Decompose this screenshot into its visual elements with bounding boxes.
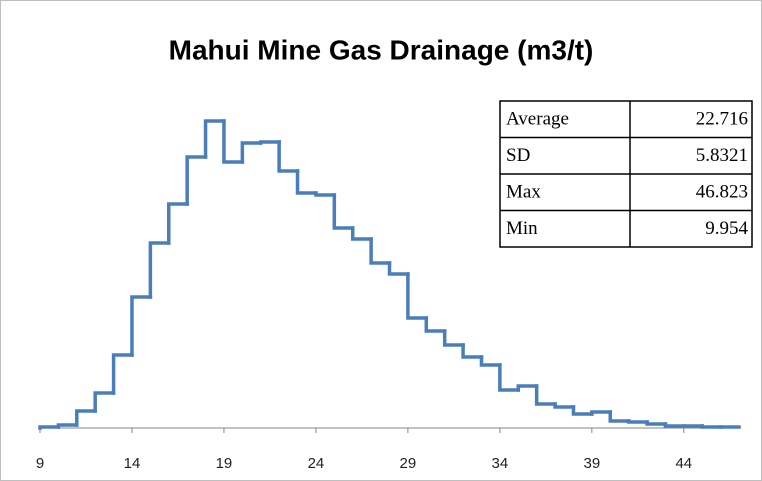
histogram-step (111, 353, 134, 395)
x-tick-label: 29 (400, 455, 417, 472)
table-value: 22.716 (696, 109, 748, 130)
histogram-step (406, 272, 429, 320)
histogram-step (258, 140, 281, 145)
histogram-step (553, 402, 576, 409)
chart-title: Mahui Mine Gas Drainage (m3/t) (169, 34, 594, 65)
x-tick-label: 24 (308, 455, 325, 472)
histogram-step (38, 425, 61, 430)
histogram-step (148, 241, 171, 299)
histogram-step (424, 316, 447, 333)
histogram-step (277, 140, 300, 173)
histogram-step (56, 423, 79, 429)
histogram-step (461, 343, 484, 359)
histogram-step (663, 422, 686, 428)
histogram-step (534, 384, 557, 406)
x-tick-label: 34 (492, 455, 509, 472)
histogram-step (350, 226, 373, 241)
histogram-step (387, 261, 410, 276)
x-tick-label: 39 (583, 455, 600, 472)
histogram-step (75, 409, 97, 427)
histogram-step (222, 119, 245, 164)
histogram-step (314, 191, 337, 197)
histogram-step (590, 410, 612, 416)
histogram-step (645, 420, 668, 426)
x-tick-label: 9 (36, 455, 44, 472)
histogram-step (626, 419, 649, 424)
histogram-step (516, 384, 539, 392)
table-value: 46.823 (696, 182, 748, 203)
histogram-step (240, 141, 263, 164)
histogram-step (700, 424, 723, 429)
table-value: 5.8321 (696, 145, 748, 166)
x-tick-label: 14 (124, 455, 141, 472)
table-label: Max (506, 182, 541, 203)
histogram-step (332, 193, 355, 230)
histogram-step (295, 169, 318, 195)
histogram-step (130, 295, 153, 357)
histogram-step (498, 363, 521, 392)
histogram-step (185, 155, 208, 206)
histogram-step (167, 202, 189, 245)
histogram-step (571, 405, 594, 416)
table-label: SD (506, 145, 530, 166)
histogram-step (442, 329, 465, 347)
histogram-step (608, 410, 631, 423)
table-value: 9.954 (705, 218, 748, 239)
x-tick-label: 44 (675, 455, 692, 472)
table-label: Average (506, 109, 569, 130)
table-label: Min (506, 218, 538, 239)
histogram-step (479, 355, 502, 367)
histogram-step (369, 237, 392, 265)
x-tick-label: 19 (216, 455, 233, 472)
histogram-step (203, 119, 226, 159)
histogram-step (93, 391, 116, 413)
